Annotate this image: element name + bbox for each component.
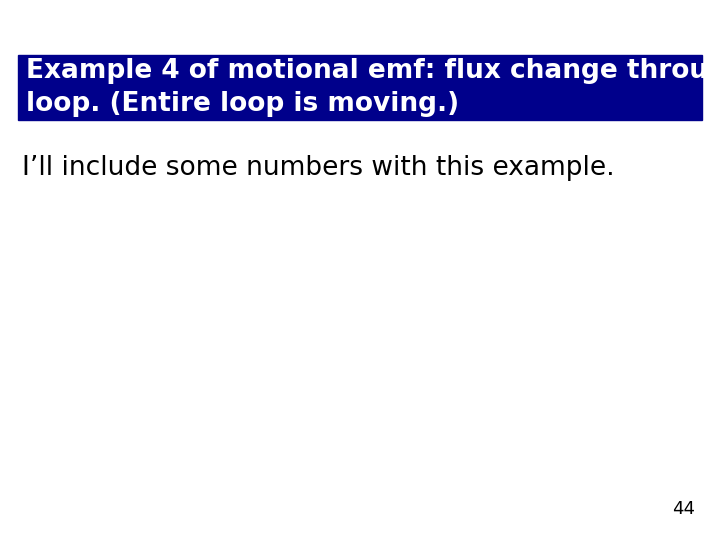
Text: 44: 44 xyxy=(672,500,695,518)
FancyBboxPatch shape xyxy=(18,55,702,120)
Text: I’ll include some numbers with this example.: I’ll include some numbers with this exam… xyxy=(22,155,615,181)
Text: Example 4 of motional emf: flux change through conducting
loop. (Entire loop is : Example 4 of motional emf: flux change t… xyxy=(26,58,720,117)
